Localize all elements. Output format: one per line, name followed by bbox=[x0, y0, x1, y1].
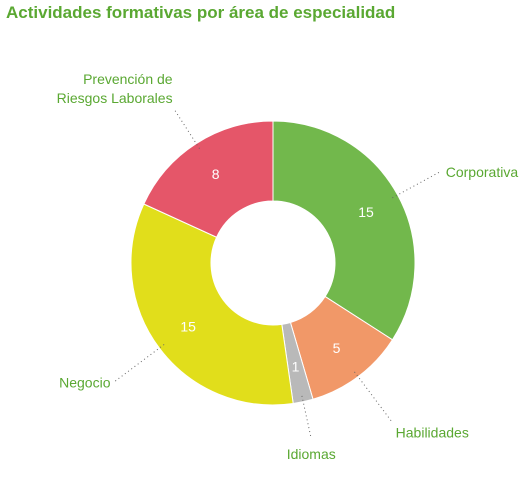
value-label-prevencion-de-riesgos-laborales: 8 bbox=[212, 166, 220, 182]
leader-line-negocio bbox=[114, 344, 165, 383]
leader-line-corporativa bbox=[392, 171, 440, 199]
value-label-negocio: 15 bbox=[180, 319, 196, 335]
value-label-habilidades: 5 bbox=[333, 340, 341, 356]
category-label-idiomas: Idiomas bbox=[287, 446, 336, 462]
leader-line-habilidades bbox=[354, 371, 393, 422]
leader-line-prevencion-de-riesgos-laborales bbox=[174, 109, 200, 149]
category-label-habilidades: Habilidades bbox=[396, 425, 469, 441]
category-label-corporativa: Corporativa bbox=[446, 164, 519, 180]
category-label-prevencion-de-riesgos-laborales: Prevención de Riesgos Laborales bbox=[57, 71, 173, 106]
leader-line-idiomas bbox=[301, 395, 312, 439]
slice-prevencion-de-riesgos-laborales bbox=[143, 120, 274, 238]
category-label-negocio: Negocio bbox=[59, 375, 111, 391]
value-label-corporativa: 15 bbox=[358, 204, 374, 220]
slice-negocio bbox=[130, 203, 294, 406]
value-label-idiomas: 1 bbox=[292, 359, 300, 375]
slice-corporativa bbox=[272, 120, 416, 341]
chart-title: Actividades formativas por área de espec… bbox=[6, 3, 396, 22]
